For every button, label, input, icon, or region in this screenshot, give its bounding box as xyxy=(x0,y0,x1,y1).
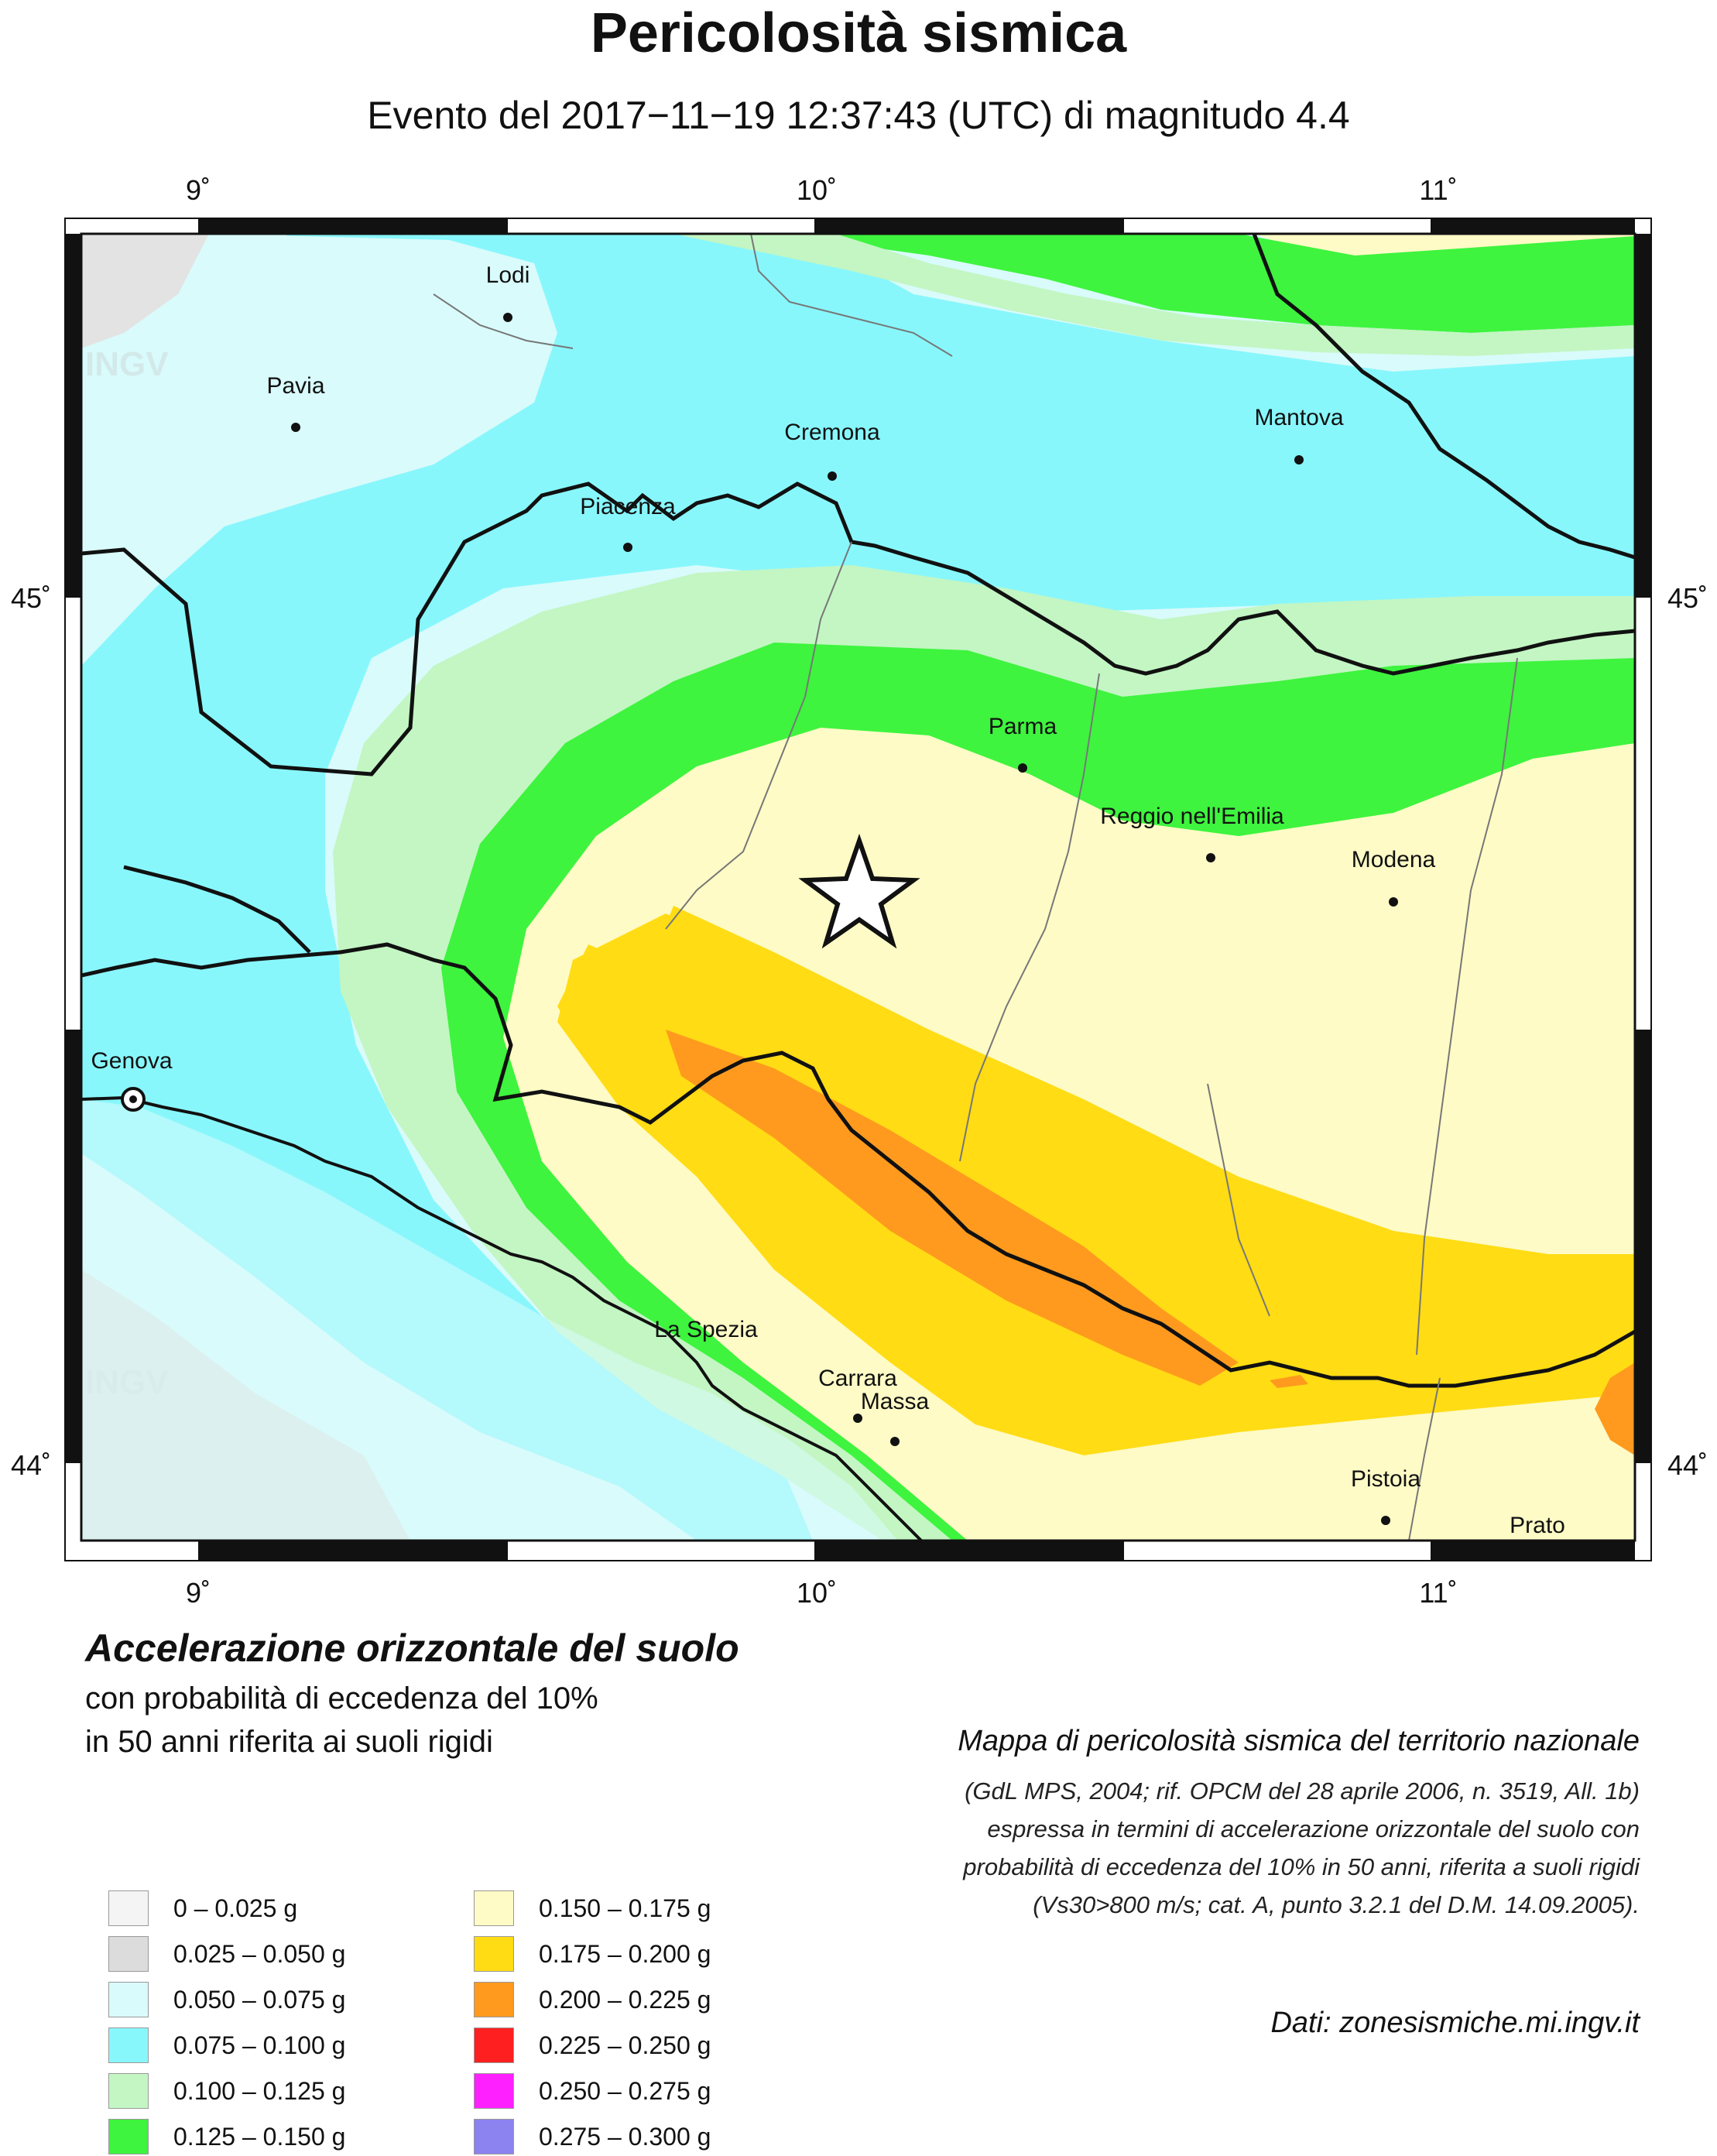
coastline xyxy=(81,1095,923,1541)
region-border-w xyxy=(123,865,311,954)
legend-swatch xyxy=(108,2119,149,2154)
page-title: Pericolosità sismica xyxy=(590,2,1127,64)
credit-source: Dati: zonesismiche.mi.ingv.it xyxy=(1270,2007,1640,2039)
legend-subtitle-2: in 50 anni riferita ai suoli rigidi xyxy=(85,1725,493,1759)
lon-tick-bottom-10: 10˚ xyxy=(797,1577,837,1609)
credit-line-2: espressa in termini di accelerazione ori… xyxy=(987,1815,1640,1842)
svg-text:INGV: INGV xyxy=(85,345,169,383)
axis-labels: 9˚ 10˚ 11˚ 9˚ 10˚ 11˚ 45˚ 44˚ 45˚ 44˚ xyxy=(11,174,1708,1609)
lat-tick-left-44: 44˚ xyxy=(11,1449,51,1481)
city-genova: Genova xyxy=(91,1048,172,1074)
legend-item: 0 – 0.025 g xyxy=(108,1889,297,1928)
city-parma: Parma xyxy=(989,714,1057,739)
frame-ticks xyxy=(65,218,1651,1561)
city-massa: Massa xyxy=(861,1389,930,1414)
legend-item: 0.275 – 0.300 g xyxy=(474,2117,711,2156)
legend-swatch xyxy=(108,1890,149,1926)
legend-item: 0.075 – 0.100 g xyxy=(108,2026,345,2065)
region-border-po xyxy=(81,482,1635,776)
hazard-zones: INGV INGV xyxy=(81,234,1635,1541)
legend-item: 0.225 – 0.250 g xyxy=(474,2026,711,2065)
legend-item: 0.175 – 0.200 g xyxy=(474,1935,711,1973)
legend-item: 0.025 – 0.050 g xyxy=(108,1935,345,1973)
city-labels: Lodi Pavia Cremona Mantova Piacenza Parm… xyxy=(91,262,1564,1538)
sea xyxy=(81,1099,898,1541)
city-pistoia: Pistoia xyxy=(1351,1466,1421,1492)
legend-label: 0.025 – 0.050 g xyxy=(173,1939,346,1968)
lon-tick-bottom-11: 11˚ xyxy=(1419,1577,1457,1609)
legend-subtitle-1: con probabilità di eccedenza del 10% xyxy=(85,1681,598,1716)
city-piacenza: Piacenza xyxy=(580,494,676,519)
legend-label: 0.100 – 0.125 g xyxy=(173,2076,346,2105)
legend-label: 0.250 – 0.275 g xyxy=(539,2076,711,2105)
credit-line-1: (GdL MPS, 2004; rif. OPCM del 28 aprile … xyxy=(965,1777,1640,1805)
lon-tick-top-10: 10˚ xyxy=(797,174,837,206)
lon-tick-bottom-9: 9˚ xyxy=(186,1577,211,1609)
legend-item: 0.250 – 0.275 g xyxy=(474,2072,711,2110)
legend-item: 0.200 – 0.225 g xyxy=(474,1980,711,2019)
legend-label: 0.275 – 0.300 g xyxy=(539,2122,711,2151)
lat-tick-right-45: 45˚ xyxy=(1667,582,1708,614)
zone-0050-0075-nw xyxy=(81,234,294,434)
lon-tick-top-9: 9˚ xyxy=(186,174,211,206)
legend-swatch xyxy=(474,1982,514,2017)
zone-0200-0225 xyxy=(666,1030,1239,1386)
zone-0100-0125-ne xyxy=(673,234,1635,356)
city-la-spezia: La Spezia xyxy=(654,1317,758,1342)
legend-title: Accelerazione orizzontale del suolo xyxy=(85,1626,739,1670)
zone-0200-0225-spot xyxy=(1270,1375,1308,1388)
legend-label: 0 – 0.025 g xyxy=(173,1894,298,1922)
zone-0200-0225-se xyxy=(1595,1362,1635,1455)
target-icon xyxy=(121,1087,146,1112)
city-reggio-emilia: Reggio nell'Emilia xyxy=(1100,804,1284,829)
city-mantova: Mantova xyxy=(1254,405,1343,430)
zone-0175-0200-main xyxy=(557,913,1635,1455)
city-prato: Prato xyxy=(1510,1513,1565,1538)
city-carrara: Carrara xyxy=(818,1366,897,1391)
legend-label: 0.150 – 0.175 g xyxy=(539,1894,711,1922)
zone-0125-0150-ne xyxy=(774,234,1635,333)
lat-tick-left-45: 45˚ xyxy=(11,582,51,614)
zone-0075-0100 xyxy=(81,234,1635,1541)
lon-tick-top-11: 11˚ xyxy=(1419,174,1457,206)
legend-label: 0.125 – 0.150 g xyxy=(173,2122,346,2151)
province-borders xyxy=(433,234,1518,1541)
credit-line-4: (Vs30>800 m/s; cat. A, punto 3.2.1 del D… xyxy=(1033,1891,1640,1918)
city-cremona: Cremona xyxy=(784,420,880,445)
legend-swatch xyxy=(108,2073,149,2109)
legend-item: 0.125 – 0.150 g xyxy=(108,2117,345,2156)
legend-label: 0.175 – 0.200 g xyxy=(539,1939,711,1968)
legend-swatch xyxy=(474,1890,514,1926)
legend-item: 0.050 – 0.075 g xyxy=(108,1980,345,2019)
legend-swatch xyxy=(474,2073,514,2109)
city-pavia: Pavia xyxy=(266,373,324,399)
legend-item: 0.150 – 0.175 g xyxy=(474,1889,711,1928)
legend-swatch xyxy=(108,2027,149,2063)
legend-swatch xyxy=(474,2027,514,2063)
region-border-ne xyxy=(1252,234,1635,560)
region-border-apennine xyxy=(81,942,1635,1388)
legend-label: 0.200 – 0.225 g xyxy=(539,1985,711,2014)
legend-swatch xyxy=(474,1936,514,1972)
legend-swatch xyxy=(474,2119,514,2154)
city-lodi: Lodi xyxy=(486,262,530,288)
legend-swatch xyxy=(108,1936,149,1972)
credit-line-3: probabilità di eccedenza del 10% in 50 a… xyxy=(963,1853,1640,1880)
legend-label: 0.050 – 0.075 g xyxy=(173,1985,346,2014)
city-modena: Modena xyxy=(1352,847,1436,872)
credit-title: Mappa di pericolosità sismica del territ… xyxy=(958,1725,1640,1757)
legend-label: 0.225 – 0.250 g xyxy=(539,2031,711,2059)
legend-swatch xyxy=(108,1982,149,2017)
legend-item: 0.100 – 0.125 g xyxy=(108,2072,345,2110)
lat-tick-right-44: 44˚ xyxy=(1667,1449,1708,1481)
legend-label: 0.075 – 0.100 g xyxy=(173,2031,346,2059)
page-subtitle: Evento del 2017−11−19 12:37:43 (UTC) di … xyxy=(367,94,1350,137)
star-icon xyxy=(798,833,920,949)
